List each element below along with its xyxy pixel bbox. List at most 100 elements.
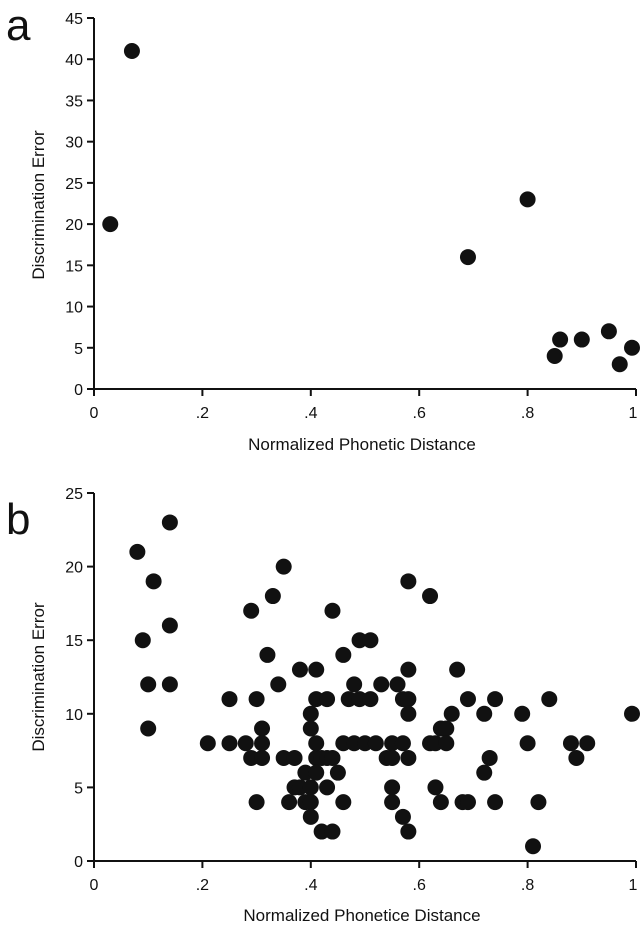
panel-b-y-tick-label: 20 [65, 560, 83, 577]
panel-b-data-point [221, 735, 238, 752]
panel-b-data-point [302, 794, 319, 811]
panel-b-data-point [161, 514, 178, 531]
panel-a-x-tick-label: .8 [521, 405, 534, 422]
panel-b-data-point [384, 794, 401, 811]
panel-a-y-ticks: 0 5 10 15 20 25 30 35 40 45 [65, 11, 94, 399]
panel-b-data-point [562, 735, 579, 752]
panel-b-data-point [443, 705, 460, 722]
panel-b-data-point [400, 573, 417, 590]
panel-a-data-point [573, 331, 590, 348]
panel-b-data-point [335, 794, 352, 811]
panel-a-y-tick-label: 20 [65, 217, 83, 234]
panel-b-data-point [579, 735, 596, 752]
panel-b-data-point [254, 720, 271, 737]
panel-b-points [129, 514, 640, 855]
panel-b-data-point [134, 632, 151, 649]
panel-b-y-ticks: 0 5 10 15 20 25 [65, 486, 94, 871]
panel-a: a 0 5 10 15 20 25 30 35 40 45 0 .2 .4 .6 .8 1 Normaliz… [6, 1, 640, 454]
panel-b-data-point [530, 794, 547, 811]
panel-b-data-point [459, 794, 476, 811]
panel-b-data-point [270, 676, 287, 693]
panel-b-data-point [308, 661, 325, 678]
panel-a-x-ticks: 0 .2 .4 .6 .8 1 [90, 389, 638, 422]
panel-b-data-point [422, 588, 439, 605]
panel-b-x-tick-label: .2 [196, 877, 209, 894]
panel-b-data-point [346, 676, 363, 693]
panel-b-x-axis-title: Normalized Phonetice Distance [243, 906, 480, 925]
panel-b-data-point [286, 749, 303, 766]
panel-b-data-point [427, 779, 444, 796]
panel-b-data-point [248, 794, 265, 811]
panel-b-data-point [519, 735, 536, 752]
panel-b-data-point [384, 779, 401, 796]
panel-a-y-tick-label: 0 [74, 382, 83, 399]
panel-b-x-tick-label: .8 [521, 877, 534, 894]
panel-b-data-point [308, 735, 325, 752]
panel-b-data-point [237, 735, 254, 752]
panel-b-data-point [568, 749, 585, 766]
panel-b-data-point [432, 794, 449, 811]
panel-b-data-point [394, 808, 411, 825]
panel-b-data-point [624, 705, 640, 722]
panel-b-data-point [302, 779, 319, 796]
panel-b-data-point [438, 735, 455, 752]
panel-b-data-point [281, 794, 298, 811]
panel-b-data-point [254, 749, 271, 766]
panel-b-y-axis-title: Discrimination Error [29, 602, 48, 752]
panel-b-data-point [487, 691, 504, 708]
panel-b-y-tick-label: 10 [65, 707, 83, 724]
panel-b-x-ticks: 0 .2 .4 .6 .8 1 [90, 861, 638, 894]
panel-b-data-point [389, 676, 406, 693]
panel-b-data-point [259, 646, 276, 663]
panel-a-x-tick-label: 0 [90, 405, 99, 422]
panel-a-data-point [611, 356, 628, 373]
panel-b-data-point [400, 823, 417, 840]
panel-b-data-point [400, 661, 417, 678]
panel-b-data-point [449, 661, 466, 678]
panel-a-y-tick-label: 45 [65, 11, 83, 28]
panel-a-x-tick-label: .4 [304, 405, 317, 422]
panel-a-y-tick-label: 35 [65, 93, 83, 110]
panel-b-data-point [373, 676, 390, 693]
panel-a-x-tick-label: .2 [196, 405, 209, 422]
panel-b-data-point [459, 691, 476, 708]
panel-b-data-point [487, 794, 504, 811]
panel-b-x-tick-label: .4 [304, 877, 317, 894]
panel-b-data-point [324, 823, 341, 840]
panel-a-data-point [123, 42, 140, 59]
panel-a-data-point [459, 249, 476, 266]
panel-a-y-tick-label: 5 [74, 341, 83, 358]
panel-b-data-point [400, 749, 417, 766]
panel-a-data-point [552, 331, 569, 348]
panel-b-data-point [476, 764, 493, 781]
panel-b-x-tick-label: .6 [413, 877, 426, 894]
panel-a-y-tick-label: 15 [65, 258, 83, 275]
panel-b-data-point [199, 735, 216, 752]
panel-b-data-point [319, 779, 336, 796]
panel-b-data-point [400, 691, 417, 708]
panel-b-data-point [161, 617, 178, 634]
panel-b-data-point [302, 720, 319, 737]
panel-b-data-point [324, 749, 341, 766]
panel-b-x-tick-label: 0 [90, 877, 99, 894]
panel-b-data-point [335, 646, 352, 663]
panel-b-y-tick-label: 25 [65, 486, 83, 503]
panel-b-data-point [302, 808, 319, 825]
panel-b-data-point [248, 691, 265, 708]
panel-b-y-tick-label: 15 [65, 633, 83, 650]
panel-a-y-tick-label: 10 [65, 300, 83, 317]
panel-a-data-point [600, 323, 617, 340]
panel-b-data-point [329, 764, 346, 781]
panel-b-data-point [221, 691, 238, 708]
panel-b-data-point [161, 676, 178, 693]
panel-b-data-point [129, 543, 146, 560]
panel-b-data-point [308, 764, 325, 781]
panel-a-x-tick-label: 1 [629, 405, 638, 422]
panel-b-letter: b [6, 495, 30, 544]
panel-a-data-point [102, 216, 119, 233]
panel-b-data-point [514, 705, 531, 722]
panel-b-data-point [476, 705, 493, 722]
panel-b-data-point [400, 705, 417, 722]
panel-b-data-point [145, 573, 162, 590]
